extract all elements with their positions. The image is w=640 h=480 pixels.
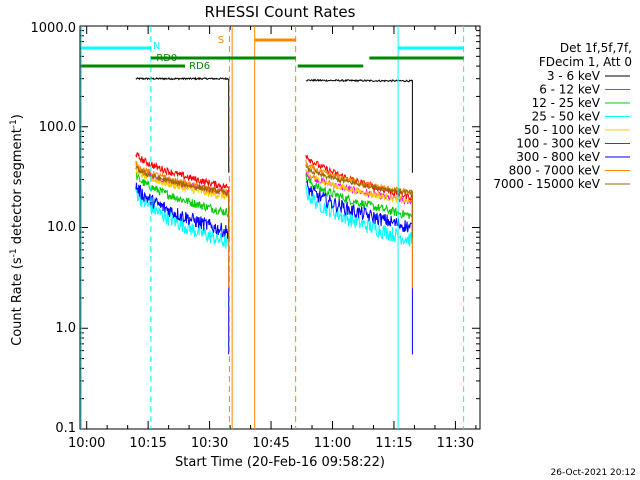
legend-label: 300 - 800 keV bbox=[516, 150, 600, 164]
series-line bbox=[135, 165, 230, 238]
y-axis-label-part: detector segment bbox=[10, 128, 25, 248]
x-tick-label: 10:00 bbox=[68, 436, 105, 451]
series-line bbox=[135, 76, 230, 173]
series-line bbox=[305, 169, 413, 238]
legend-label: 12 - 25 keV bbox=[532, 96, 601, 110]
plot-frame bbox=[79, 25, 481, 430]
flag-label: RD0 bbox=[156, 53, 177, 64]
series-line bbox=[135, 182, 230, 355]
x-tick-label: 10:30 bbox=[191, 436, 228, 451]
legend-label: 6 - 12 keV bbox=[539, 83, 601, 97]
x-tick-labels: 10:00 10:15 10:30 10:45 11:00 11:15 11:3… bbox=[68, 436, 474, 451]
x-tick-label: 10:15 bbox=[129, 436, 166, 451]
x-tick-label: 11:30 bbox=[437, 436, 474, 451]
timestamp: 26-Oct-2021 20:12 bbox=[551, 468, 636, 478]
y-axis-label-part: Count Rate (s bbox=[10, 257, 25, 346]
x-tick-label: 11:00 bbox=[314, 436, 351, 451]
flag-label: S bbox=[218, 35, 224, 46]
legend-label: 800 - 7000 keV bbox=[509, 164, 601, 178]
x-axis-label: Start Time (20-Feb-16 09:58:22) bbox=[175, 455, 385, 470]
series-line bbox=[305, 78, 413, 173]
series-line bbox=[305, 164, 413, 238]
series-line bbox=[135, 171, 230, 238]
y-tick-labels: 1000.0 100.0 10.0 1.0 0.1 bbox=[31, 21, 77, 436]
legend-label: 3 - 6 keV bbox=[547, 69, 601, 83]
chart-title: RHESSI Count Rates bbox=[205, 3, 356, 21]
legend-label: 100 - 300 keV bbox=[516, 137, 600, 151]
series-line bbox=[135, 187, 230, 249]
y-axis-label-sup: -1 bbox=[9, 248, 19, 257]
y-tick-label: 100.0 bbox=[39, 120, 76, 135]
series-line bbox=[135, 152, 230, 238]
flag-label: N bbox=[153, 41, 160, 52]
x-tick-label: 10:45 bbox=[252, 436, 289, 451]
flag-label: RD6 bbox=[189, 61, 210, 72]
legend-label: 50 - 100 keV bbox=[524, 123, 601, 137]
y-axis-label-sup: -1 bbox=[9, 119, 19, 128]
y-tick-label: 1.0 bbox=[55, 321, 76, 336]
legend-header: Det 1f,5f,7f, bbox=[560, 41, 632, 55]
series-line bbox=[305, 184, 413, 247]
y-tick-label: 1000.0 bbox=[31, 21, 77, 36]
y-axis-label-part: ) bbox=[10, 114, 25, 119]
legend: Det 1f,5f,7f, FDecim 1, Att 0 3 - 6 keV6… bbox=[493, 41, 632, 191]
series-line bbox=[305, 169, 413, 238]
series-line bbox=[305, 173, 413, 238]
y-axis-label: Count Rate (s-1 detector segment-1) bbox=[9, 114, 25, 346]
legend-label: 7000 - 15000 keV bbox=[493, 177, 600, 191]
x-tick-label: 11:15 bbox=[375, 436, 412, 451]
legend-header: FDecim 1, Att 0 bbox=[539, 55, 632, 69]
legend-label: 25 - 50 keV bbox=[532, 110, 601, 124]
y-tick-label: 10.0 bbox=[47, 220, 76, 235]
series-line bbox=[305, 179, 413, 355]
y-tick-label: 0.1 bbox=[55, 421, 76, 436]
